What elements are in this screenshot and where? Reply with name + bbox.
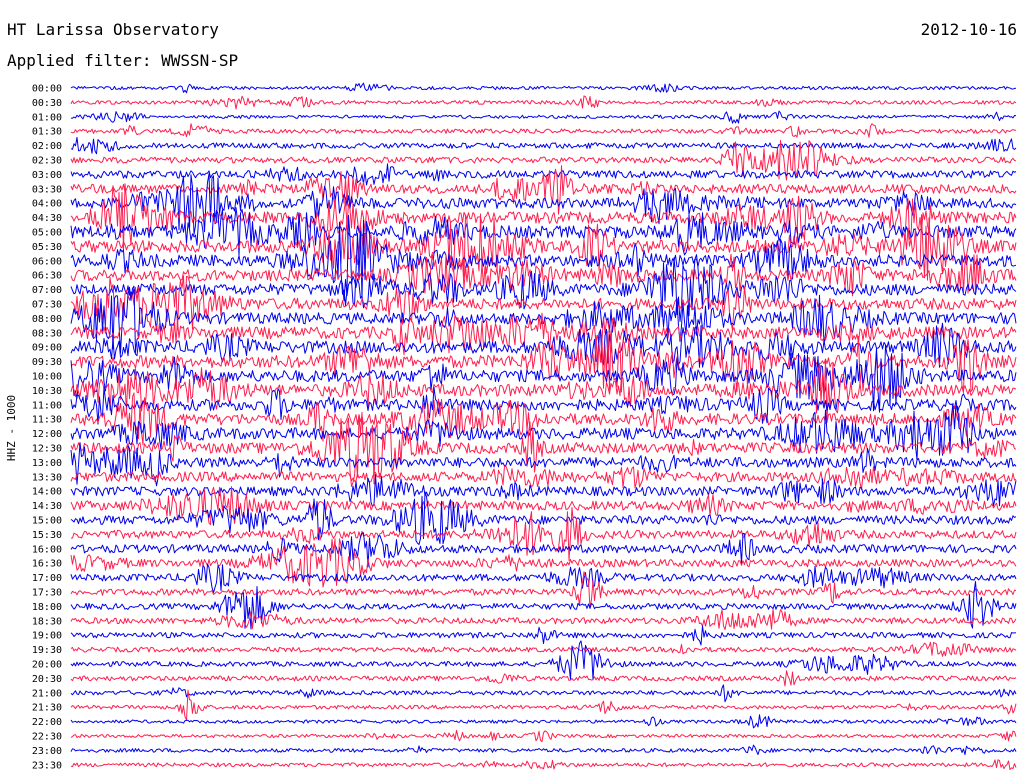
hour-label: 06:00 <box>32 256 62 267</box>
trace-1700 <box>70 563 1017 594</box>
hour-label: 11:00 <box>32 400 62 411</box>
hour-label: 04:00 <box>32 199 62 210</box>
trace-1830 <box>70 608 1017 631</box>
trace-1430 <box>70 486 1017 526</box>
trace-0530 <box>70 213 1017 281</box>
trace-0200 <box>70 136 1017 155</box>
trace-1230 <box>70 411 1017 487</box>
trace-1330 <box>70 465 1017 490</box>
trace-1930 <box>70 641 1017 657</box>
trace-1030 <box>70 359 1017 422</box>
hour-label: 18:00 <box>32 602 62 613</box>
trace-1130 <box>70 392 1017 446</box>
hour-label: 16:30 <box>32 559 62 570</box>
trace-1100 <box>70 386 1017 425</box>
hour-label: 20:30 <box>32 674 62 685</box>
hour-label: 00:30 <box>32 98 62 109</box>
trace-0630 <box>70 253 1017 297</box>
hour-label: 14:00 <box>32 487 62 498</box>
trace-0430 <box>70 183 1017 251</box>
hour-label: 10:00 <box>32 372 62 383</box>
hour-label: 08:30 <box>32 328 62 339</box>
trace-2330 <box>70 759 1017 771</box>
trace-2300 <box>70 744 1017 756</box>
trace-0030 <box>70 95 1017 110</box>
trace-1530 <box>70 507 1017 561</box>
trace-1600 <box>70 532 1017 568</box>
trace-2030 <box>70 670 1017 687</box>
hour-label: 07:30 <box>32 300 62 311</box>
trace-0100 <box>70 110 1017 124</box>
trace-1400 <box>70 474 1017 508</box>
trace-0400 <box>70 173 1017 235</box>
hour-label: 01:00 <box>32 112 62 123</box>
hour-label: 03:30 <box>32 184 62 195</box>
record-date: 2012-10-16 <box>920 20 1017 39</box>
hour-label: 14:30 <box>32 501 62 512</box>
trace-layer <box>70 82 1017 771</box>
hour-label: 09:30 <box>32 357 62 368</box>
hour-label: 17:00 <box>32 573 62 584</box>
hour-label: 17:30 <box>32 588 62 599</box>
hour-label: 23:00 <box>32 746 62 757</box>
hour-label: 02:30 <box>32 156 62 167</box>
trace-2130 <box>70 689 1017 721</box>
hour-label: 03:00 <box>32 170 62 181</box>
trace-0000 <box>70 82 1017 94</box>
trace-1300 <box>70 442 1017 487</box>
hour-label: 08:00 <box>32 314 62 325</box>
trace-0500 <box>70 207 1017 257</box>
hour-label: 07:00 <box>32 285 62 296</box>
trace-2000 <box>70 640 1017 681</box>
trace-1900 <box>70 625 1017 646</box>
hour-label: 16:00 <box>32 544 62 555</box>
trace-1800 <box>70 581 1017 630</box>
trace-1200 <box>70 402 1017 461</box>
trace-2200 <box>70 714 1017 729</box>
trace-1000 <box>70 344 1017 413</box>
hour-label: 18:30 <box>32 616 62 627</box>
hour-label: 23:30 <box>32 760 62 771</box>
trace-1730 <box>70 571 1017 609</box>
hour-label: 21:00 <box>32 688 62 699</box>
hour-label: 05:30 <box>32 242 62 253</box>
hour-label: 22:30 <box>32 732 62 743</box>
hour-label: 04:30 <box>32 213 62 224</box>
trace-0700 <box>70 254 1017 322</box>
hour-label: 11:30 <box>32 415 62 426</box>
hour-label: 21:30 <box>32 703 62 714</box>
hour-label: 06:30 <box>32 271 62 282</box>
trace-0130 <box>70 123 1017 138</box>
hour-label: 13:30 <box>32 472 62 483</box>
hour-label: 09:00 <box>32 343 62 354</box>
trace-2230 <box>70 729 1017 743</box>
hour-label: 02:00 <box>32 141 62 152</box>
hour-label-layer: 00:00 00:30 01:00 01:30 02:00 02:30 03:00 03:30… <box>32 84 62 772</box>
hour-label: 19:00 <box>32 631 62 642</box>
hour-label: 01:30 <box>32 127 62 138</box>
trace-1500 <box>70 491 1017 545</box>
hour-label: 12:00 <box>32 429 62 440</box>
hour-label: 15:00 <box>32 516 62 527</box>
hour-label: 13:00 <box>32 458 62 469</box>
hour-label: 15:30 <box>32 530 62 541</box>
trace-2100 <box>70 684 1017 703</box>
hour-label: 00:00 <box>32 84 62 95</box>
station-title: HT Larissa Observatory <box>7 20 219 39</box>
filter-label: Applied filter: WWSSN-SP <box>7 51 239 70</box>
hour-label: 12:30 <box>32 444 62 455</box>
trace-0930 <box>70 330 1017 393</box>
trace-0800 <box>70 285 1017 354</box>
hour-label: 19:30 <box>32 645 62 656</box>
trace-0330 <box>70 165 1017 215</box>
trace-1630 <box>70 538 1017 588</box>
trace-0230 <box>70 139 1017 181</box>
hour-label: 05:00 <box>32 228 62 239</box>
hour-label: 22:00 <box>32 717 62 728</box>
hour-label: 20:00 <box>32 660 62 671</box>
hour-label: 10:30 <box>32 386 62 397</box>
